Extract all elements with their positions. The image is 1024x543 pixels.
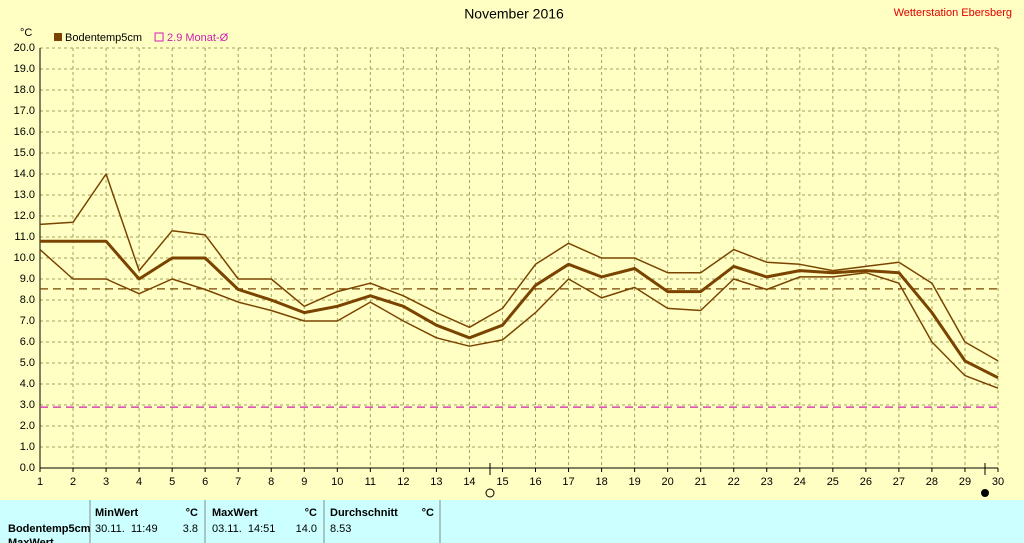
y-tick-label: 11.0 bbox=[14, 231, 35, 243]
y-tick-label: 17.0 bbox=[14, 105, 35, 117]
y-tick-label: 8.0 bbox=[20, 294, 35, 306]
x-tick-label: 6 bbox=[202, 476, 208, 488]
x-tick-label: 24 bbox=[794, 476, 806, 488]
y-tick-label: 6.0 bbox=[20, 336, 35, 348]
x-tick-label: 16 bbox=[529, 476, 541, 488]
x-tick-label: 13 bbox=[430, 476, 442, 488]
table-cell: 8.53 bbox=[330, 523, 351, 535]
x-tick-label: 9 bbox=[301, 476, 307, 488]
x-tick-label: 3 bbox=[103, 476, 109, 488]
data-line bbox=[39, 249, 999, 389]
table-row-label: Bodentemp5cm bbox=[8, 523, 91, 535]
x-tick-label: 12 bbox=[397, 476, 409, 488]
x-tick-label: 27 bbox=[893, 476, 905, 488]
y-tick-label: 5.0 bbox=[20, 357, 35, 369]
y-unit: °C bbox=[20, 27, 32, 39]
y-tick-label: 10.0 bbox=[14, 252, 35, 264]
x-tick-label: 8 bbox=[268, 476, 274, 488]
table-header: °C bbox=[186, 507, 198, 519]
chart-title: November 2016 bbox=[464, 6, 564, 22]
x-tick-label: 22 bbox=[728, 476, 740, 488]
x-tick-label: 1 bbox=[37, 476, 43, 488]
y-tick-label: 20.0 bbox=[14, 42, 35, 54]
y-tick-label: 12.0 bbox=[14, 210, 35, 222]
legend-swatch bbox=[154, 32, 164, 42]
y-tick-label: 13.0 bbox=[14, 189, 35, 201]
table-background bbox=[0, 500, 1024, 543]
x-tick-label: 29 bbox=[959, 476, 971, 488]
y-tick-label: 16.0 bbox=[14, 126, 35, 138]
x-tick-label: 30 bbox=[992, 476, 1004, 488]
legend-label: Bodentemp5cm bbox=[65, 32, 142, 44]
table-cell: 14.0 bbox=[296, 523, 317, 535]
y-tick-label: 15.0 bbox=[14, 147, 35, 159]
x-tick-label: 21 bbox=[695, 476, 707, 488]
x-tick-label: 19 bbox=[628, 476, 640, 488]
x-tick-label: 2 bbox=[70, 476, 76, 488]
x-tick-label: 18 bbox=[595, 476, 607, 488]
chart-background bbox=[0, 0, 1024, 500]
x-tick-label: 4 bbox=[136, 476, 142, 488]
table-header: MaxWert bbox=[212, 507, 258, 519]
y-tick-label: 0.0 bbox=[20, 462, 35, 474]
x-tick-label: 26 bbox=[860, 476, 872, 488]
legend-label: 2.9 Monat-Ø bbox=[167, 32, 229, 44]
data-line bbox=[40, 239, 999, 380]
y-tick-label: 19.0 bbox=[14, 63, 35, 75]
x-tick-label: 7 bbox=[235, 476, 241, 488]
y-tick-label: 14.0 bbox=[14, 168, 35, 180]
x-tick-label: 5 bbox=[169, 476, 175, 488]
y-tick-label: 7.0 bbox=[20, 315, 35, 327]
x-tick-label: 17 bbox=[562, 476, 574, 488]
x-tick-label: 11 bbox=[365, 476, 376, 488]
station-name: Wetterstation Ebersberg bbox=[894, 7, 1012, 19]
table-header: °C bbox=[305, 507, 317, 519]
x-tick-label: 15 bbox=[496, 476, 508, 488]
table-cell: 30.11. 11:49 bbox=[95, 523, 158, 535]
y-tick-label: 9.0 bbox=[20, 273, 35, 285]
y-tick-label: 4.0 bbox=[20, 378, 35, 390]
table-header: Durchschnitt bbox=[330, 507, 398, 519]
table-header: MinWert bbox=[95, 507, 139, 519]
y-tick-label: 2.0 bbox=[20, 420, 35, 432]
y-tick-label: 18.0 bbox=[14, 84, 35, 96]
table-header: °C bbox=[422, 507, 434, 519]
table-separators bbox=[89, 500, 441, 543]
table-cell: 03.11. 14:51 bbox=[212, 523, 275, 535]
x-tick-label: 20 bbox=[662, 476, 674, 488]
x-tick-label: 14 bbox=[463, 476, 475, 488]
x-tick-label: 23 bbox=[761, 476, 773, 488]
moon-markers bbox=[485, 463, 989, 498]
x-tick-label: 10 bbox=[331, 476, 343, 488]
x-tick-label: 25 bbox=[827, 476, 839, 488]
y-tick-label: 3.0 bbox=[20, 399, 35, 411]
x-tick-label: 28 bbox=[926, 476, 938, 488]
table-cell: 3.8 bbox=[183, 523, 198, 535]
y-tick-label: 1.0 bbox=[20, 441, 35, 453]
table-row-label: MaxWert bbox=[8, 537, 54, 543]
legend-swatch bbox=[54, 33, 62, 41]
data-line bbox=[39, 173, 999, 362]
